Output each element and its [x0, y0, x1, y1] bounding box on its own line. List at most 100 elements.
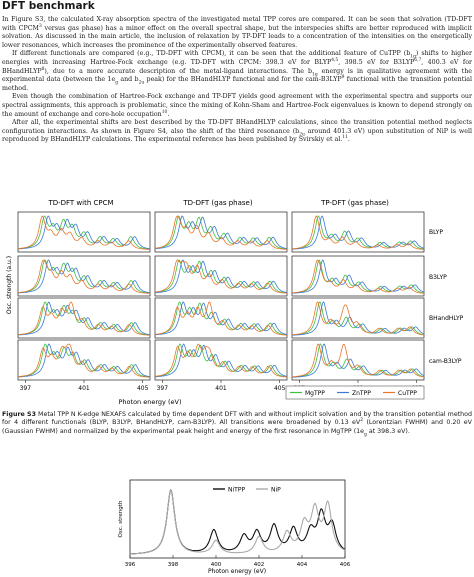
series-line-cutpp	[17, 301, 150, 336]
series-line-nitpp	[130, 489, 346, 555]
legend-label-cutpp: CuTPP	[398, 390, 417, 397]
paragraph-1-segment: versus gas phase) has a minor effect on …	[2, 24, 473, 49]
paragraph-2-segment: and b	[118, 76, 139, 84]
paragraph-4-segment: around 401.3 eV) upon substitution of Ni…	[2, 127, 472, 144]
row-label-blyp: BLYP	[429, 229, 443, 236]
series-line-cutpp	[291, 259, 425, 294]
x-tick-label: 402	[254, 562, 265, 568]
figure-s3-panel-frame	[154, 211, 288, 253]
figure-s3-panel-frame	[17, 297, 151, 339]
legend-label-nip: NiP	[271, 487, 281, 494]
paragraph-2-segment: ), due to a more accurate description of…	[44, 67, 313, 75]
paragraph-2-segment: energy is in qualitative agreement with …	[2, 67, 472, 84]
row-label-cam-b3lyp: cam-B3LYP	[429, 358, 462, 365]
figure-s3-panel-frame	[291, 255, 425, 297]
x-tick-label: 397	[20, 385, 32, 392]
series-line-cutpp	[292, 343, 425, 378]
x-tick-label: 406	[340, 562, 351, 568]
figure-s3-ylabel: Osc. strength (a.u.)	[6, 256, 13, 314]
paragraph-3-segment: 10	[161, 109, 168, 115]
paragraph-1-segment: 3	[39, 23, 42, 29]
caption-segment: 2	[360, 418, 364, 424]
paragraph-2-segment: 9	[341, 75, 345, 81]
x-tick-label: 405	[274, 385, 286, 392]
body-text: In Figure S3, the calculated X-ray absor…	[2, 16, 472, 145]
paragraph-4-segment: .	[347, 136, 350, 144]
figure-s4-ylabel: Osc. strength	[118, 500, 124, 537]
section-heading: DFT benchmark	[2, 0, 95, 12]
figure-s3-panel-frame	[17, 211, 151, 253]
x-tick-label: 400	[211, 562, 222, 568]
paragraph-2-segment: 1g	[312, 71, 318, 77]
paragraph-4-segment: 11	[342, 135, 348, 141]
figure-s4-legend: NiTPP NiP	[213, 487, 281, 494]
caption-segment: (Lorentzian FWHM) and 0.20 eV (Gaussian …	[2, 419, 472, 435]
paragraph-2-segment: , 400.3 eV for BHandHLYP	[2, 58, 473, 75]
paragraph-2-segment: peak) for the BHandHLYP functional and f…	[144, 76, 342, 84]
paragraph-3-segment: .	[167, 110, 170, 118]
paragraph-2-segment: If different functionals are compared (e…	[12, 50, 411, 58]
series-line-mgtpp	[291, 259, 425, 294]
series-line-nip	[130, 489, 346, 555]
paragraph-3: Even though the combination of Hartree-F…	[2, 93, 472, 119]
paragraph-2-segment: ) shifts to higher energies with increas…	[2, 50, 472, 66]
paragraph-2-segment: 2u	[138, 80, 145, 86]
series-line-mgtpp	[17, 215, 150, 250]
paragraph-4-segment: After all, the experimental shifts are b…	[2, 119, 472, 135]
series-line-zntpp	[18, 259, 151, 294]
paragraph-3-segment: Even though the combination of Hartree-F…	[2, 93, 472, 118]
paragraph-2-segment: , 398.5 eV for B3LYP	[338, 58, 415, 66]
series-line-cutpp	[154, 343, 287, 378]
figure-s3-legend: MgTPP ZnTPP CuTPP	[285, 385, 425, 400]
figure-s3-panel-frame	[154, 297, 288, 339]
legend-label-nitpp: NiTPP	[228, 487, 245, 494]
series-line-mgtpp	[155, 343, 288, 378]
x-tick-label: 401	[215, 385, 227, 392]
paragraph-2-segment: g	[115, 80, 119, 86]
caption-segment: at 398.3 eV).	[366, 427, 410, 435]
column-title-1: TD-DFT with CPCM	[47, 199, 113, 207]
figure-s3-panel-frame	[291, 211, 425, 253]
series-line-mgtpp	[155, 259, 288, 294]
figure-s3-panel-frame	[154, 255, 288, 297]
paragraph-4: After all, the experimental shifts are b…	[2, 119, 472, 145]
series-line-cutpp	[291, 301, 425, 336]
figure-s3-panel-frame	[291, 297, 425, 339]
x-tick-label: 401	[78, 385, 90, 392]
paragraph-4-segment: 2u	[299, 131, 305, 137]
x-tick-label: 404	[297, 562, 308, 568]
figure-s3-xlabel: Photon energy (eV)	[119, 398, 182, 406]
legend-label-mgtpp: MgTPP	[305, 390, 325, 397]
series-line-cutpp	[154, 259, 288, 294]
paragraph-1: In Figure S3, the calculated X-ray absor…	[2, 16, 472, 50]
series-line-zntpp	[18, 301, 151, 336]
legend-label-zntpp: ZnTPP	[352, 390, 371, 397]
series-line-zntpp	[155, 343, 288, 378]
series-line-mgtpp	[292, 215, 425, 250]
series-line-zntpp	[18, 215, 151, 250]
series-line-mgtpp	[292, 301, 425, 336]
series-line-cutpp	[17, 215, 150, 250]
x-tick-label: 405	[137, 385, 149, 392]
paragraph-2-segment: 8	[41, 66, 45, 72]
paragraph-2-segment: functional with the transition potential…	[2, 76, 473, 92]
series-line-zntpp	[154, 259, 288, 294]
caption-segment: Metal TPP N K-edge NEXAFS calculated by …	[2, 411, 473, 427]
figure-s4-xlabel: Photon energy (eV)	[208, 568, 266, 575]
series-line-zntpp	[291, 215, 425, 250]
paragraph-1-segment: In Figure S3, the calculated X-ray absor…	[2, 16, 472, 32]
series-line-cutpp	[18, 259, 151, 294]
paragraph-2-segment: 4,5	[331, 57, 339, 63]
column-title-3: TP-DFT (gas phase)	[320, 199, 389, 207]
series-line-mgtpp	[291, 343, 425, 378]
x-tick-label: 396	[125, 562, 136, 568]
figure-s3-caption: Figure S3 Metal TPP N K-edge NEXAFS calc…	[2, 411, 473, 437]
caption-label: Figure S3	[2, 411, 36, 418]
row-label-b3lyp: B3LYP	[429, 274, 447, 281]
figure-s4-chart: Osc. strength 396 398 400 402 404 406 Photon …	[118, 479, 351, 575]
paragraph-2: If different functionals are compared (e…	[2, 50, 472, 93]
series-line-cutpp	[155, 301, 287, 336]
series-line-mgtpp	[18, 343, 151, 378]
paragraph-2-segment: 1g	[410, 54, 416, 60]
x-tick-label: 397	[157, 385, 169, 392]
